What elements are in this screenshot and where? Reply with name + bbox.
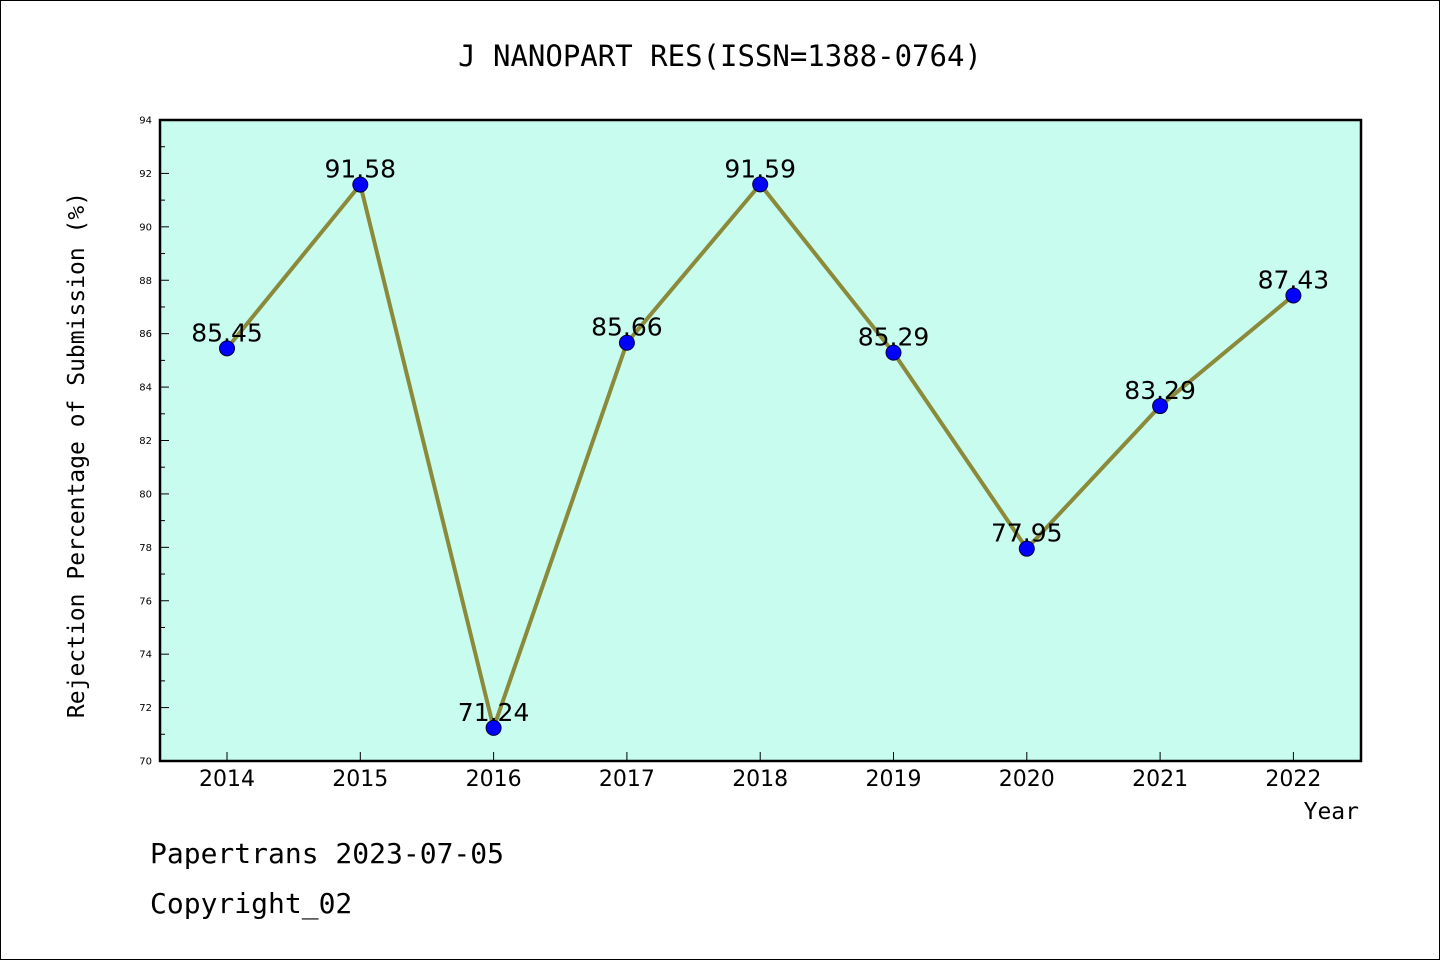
y-tick-label: 72	[139, 703, 152, 714]
y-tick-label: 74	[139, 650, 152, 661]
chart-title: J NANOPART RES(ISSN=1388-0764)	[458, 39, 982, 73]
y-tick-label: 76	[139, 596, 152, 607]
y-tick-label: 90	[139, 222, 152, 233]
data-point	[485, 719, 502, 736]
x-axis-label: Year	[1304, 799, 1359, 825]
y-tick-label: 82	[139, 436, 152, 447]
plot-border	[158, 118, 1363, 763]
x-tick-label: 2017	[599, 767, 655, 792]
y-axis-ticks: 70 72 74 76 78 80 82 84 86 88 90 92 94	[139, 116, 169, 768]
data-label: 87.43	[1258, 265, 1330, 294]
data-point	[1285, 287, 1302, 304]
data-point	[618, 334, 635, 351]
x-axis-ticks: 2014 2015 2016 2017 2018 2019 2020 2021 2022	[199, 752, 1321, 792]
data-markers	[219, 176, 1302, 736]
data-label: 71.24	[458, 698, 530, 727]
y-tick-label: 92	[139, 169, 152, 180]
data-point	[885, 344, 902, 361]
data-label: 83.29	[1124, 376, 1196, 405]
data-label: 91.59	[724, 154, 796, 183]
data-point	[752, 176, 769, 193]
footer-line-1: Papertrans 2023-07-05	[150, 837, 504, 870]
x-tick-label: 2015	[332, 767, 388, 792]
plot-area	[160, 120, 1361, 761]
y-tick-label: 88	[139, 276, 152, 287]
x-tick-label: 2021	[1132, 767, 1188, 792]
x-tick-label: 2018	[732, 767, 788, 792]
data-point	[1152, 398, 1169, 415]
x-tick-label: 2022	[1265, 767, 1321, 792]
data-point	[352, 176, 369, 193]
data-point	[1018, 540, 1035, 557]
y-axis-label: Rejection Percentage of Submission (%)	[64, 192, 90, 718]
y-tick-label: 80	[139, 489, 152, 500]
data-labels: 85.45 91.58 71.24 85.66 91.59 85.29 77.95 83.29…	[191, 154, 1329, 727]
y-tick-label: 70	[139, 757, 152, 768]
data-point	[219, 340, 235, 357]
footer-line-2: Copyright_02	[150, 887, 352, 921]
data-label: 91.58	[325, 155, 397, 184]
data-label: 85.66	[591, 313, 663, 342]
y-tick-label: 86	[139, 329, 152, 340]
x-tick-label: 2016	[466, 767, 522, 792]
y-tick-label: 78	[139, 543, 152, 554]
data-label: 77.95	[991, 519, 1063, 548]
y-tick-label: 94	[139, 116, 152, 127]
x-tick-label: 2019	[866, 767, 922, 792]
data-label: 85.29	[858, 323, 930, 352]
x-tick-label: 2020	[999, 767, 1055, 792]
data-label: 85.45	[191, 318, 263, 347]
y-tick-label: 84	[139, 383, 152, 394]
x-tick-label: 2014	[199, 767, 255, 792]
